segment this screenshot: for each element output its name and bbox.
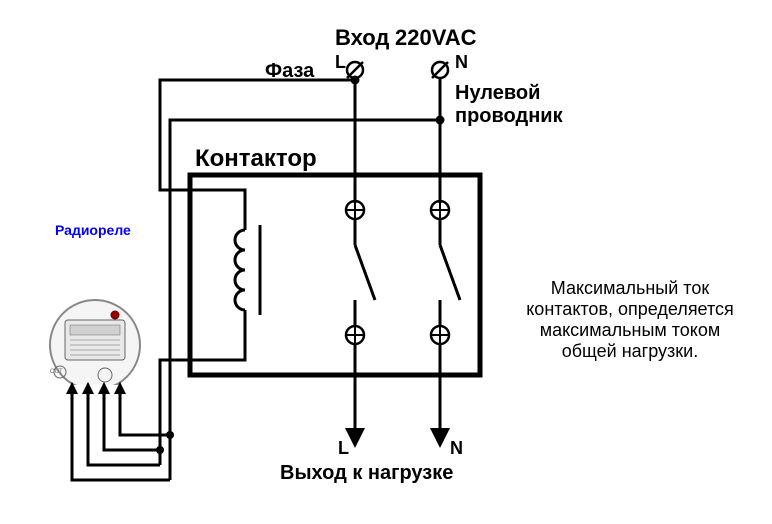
switch-L — [355, 219, 375, 326]
wiring-diagram: OUT — [0, 0, 772, 524]
contactor-box — [190, 175, 480, 375]
switch-N — [440, 219, 460, 326]
contactor-label: Контактор — [195, 145, 317, 173]
radio-relay-label: Радиореле — [55, 222, 131, 238]
arrow-N-out — [430, 428, 450, 448]
contactor-terminals — [346, 201, 449, 344]
L-bottom-label: L — [338, 438, 349, 459]
output-label: Выход к нагрузке — [280, 462, 453, 485]
note-line-3: максимальным током — [500, 320, 760, 341]
radio-relay-device: OUT — [50, 300, 140, 390]
coil-symbol — [235, 210, 260, 335]
phase-label: Фаза — [265, 60, 314, 83]
input-label: Вход — [335, 25, 389, 51]
note-text: Максимальный ток контактов, определяется… — [500, 278, 760, 362]
voltage-label: 220VAC — [395, 25, 477, 51]
L-top-label: L — [335, 52, 346, 73]
neutral-label: Нулевой проводник — [455, 82, 563, 128]
N-bottom-label: N — [450, 438, 463, 459]
input-terminal-N — [432, 62, 448, 78]
svg-text:OUT: OUT — [50, 369, 63, 375]
note-line-1: Максимальный ток — [500, 278, 760, 299]
note-line-4: общей нагрузки. — [500, 341, 760, 362]
N-top-label: N — [455, 52, 468, 73]
note-line-2: контактов, определяется — [500, 299, 760, 320]
